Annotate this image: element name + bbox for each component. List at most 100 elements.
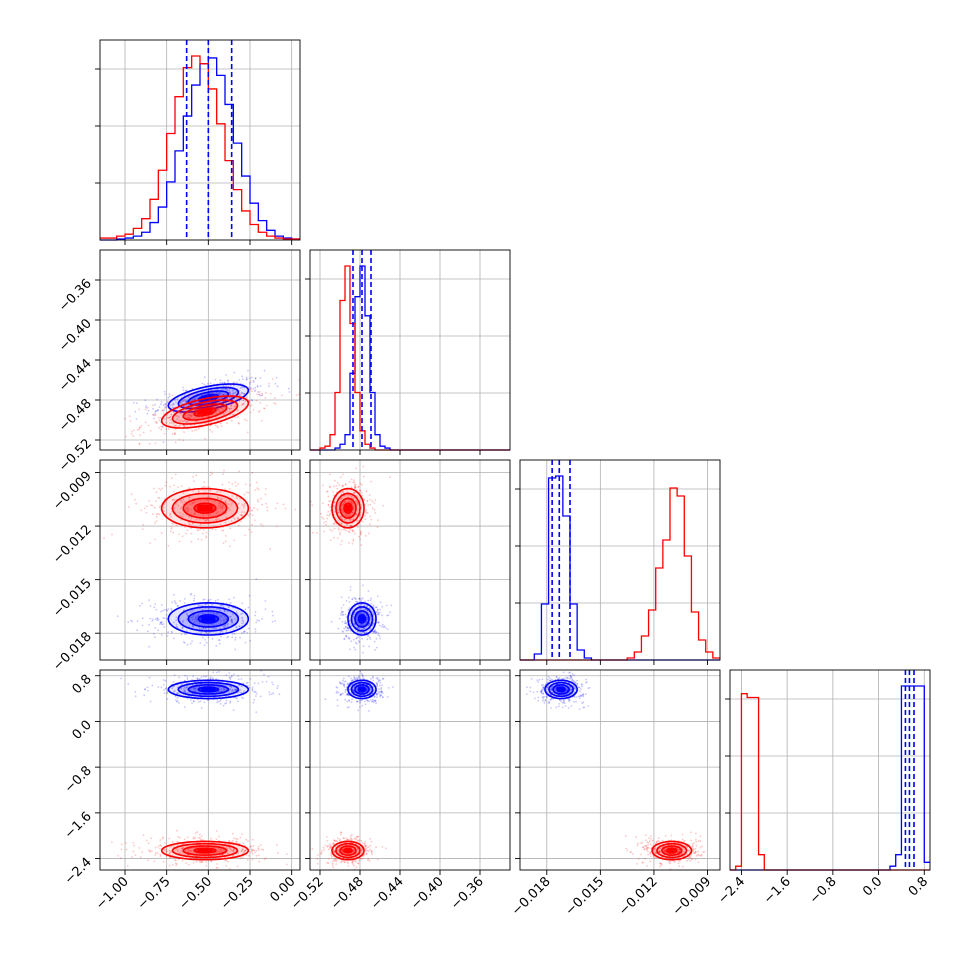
sample-point <box>357 636 360 639</box>
sample-point <box>687 858 690 861</box>
sample-point <box>195 474 198 477</box>
sample-point <box>348 838 350 841</box>
sample-point <box>188 417 191 419</box>
sample-point <box>211 431 213 433</box>
sample-point <box>126 865 129 867</box>
sample-point <box>374 512 377 514</box>
sample-point <box>366 618 369 621</box>
sample-point <box>222 413 225 416</box>
sample-point <box>317 854 319 856</box>
sample-point <box>366 511 369 514</box>
sample-point <box>351 698 353 701</box>
sample-point <box>370 618 373 621</box>
sample-point <box>364 518 367 521</box>
sample-point <box>236 873 238 875</box>
sample-point <box>185 414 187 417</box>
sample-point <box>328 514 331 517</box>
sample-point <box>209 474 212 477</box>
sample-point <box>159 847 161 850</box>
sample-point <box>207 600 210 603</box>
sample-point <box>569 688 572 691</box>
sample-point <box>348 515 351 517</box>
sample-point <box>231 620 234 623</box>
sample-point <box>274 403 277 405</box>
sample-point <box>202 675 205 677</box>
sample-point <box>344 513 346 516</box>
sample-point <box>141 851 143 854</box>
sample-point <box>363 632 366 634</box>
sample-point <box>209 489 212 492</box>
sample-point <box>367 857 370 860</box>
sample-point <box>375 694 378 696</box>
sample-point <box>549 688 552 691</box>
sample-point <box>252 849 255 851</box>
sample-point <box>198 621 201 624</box>
sample-point <box>135 502 138 505</box>
sample-point <box>245 838 248 841</box>
sample-point <box>171 601 174 604</box>
sample-point <box>219 642 221 645</box>
sample-point <box>223 606 225 608</box>
sample-point <box>253 507 255 509</box>
sample-point <box>144 688 146 691</box>
sample-point <box>367 634 370 637</box>
contour-line <box>552 684 570 695</box>
sample-point <box>348 480 351 483</box>
sample-point <box>156 852 159 855</box>
sample-point <box>349 586 352 588</box>
sample-point <box>327 844 329 847</box>
sample-point <box>376 685 378 688</box>
sample-point <box>355 637 358 640</box>
sample-point <box>219 382 222 384</box>
sample-point <box>191 387 194 390</box>
sample-point <box>356 700 358 703</box>
sample-point <box>228 840 231 842</box>
sample-point <box>154 420 157 423</box>
sample-point <box>369 638 372 640</box>
sample-point <box>335 691 338 694</box>
sample-point <box>185 532 187 535</box>
sample-point <box>332 849 335 852</box>
sample-point <box>175 420 178 422</box>
sample-point <box>154 854 157 856</box>
sample-point <box>342 503 345 506</box>
sample-point <box>536 679 539 681</box>
sample-point <box>582 695 585 698</box>
sample-point <box>228 868 231 870</box>
sample-point <box>253 698 256 701</box>
sample-point <box>247 627 250 630</box>
sample-point <box>370 850 373 853</box>
density-core <box>201 616 216 622</box>
sample-point <box>165 687 167 689</box>
sample-point <box>134 691 137 693</box>
sample-point <box>324 698 327 701</box>
sample-point <box>569 677 571 680</box>
sample-point <box>185 506 188 509</box>
sample-point <box>175 424 177 427</box>
sample-point <box>154 538 156 541</box>
sample-point <box>251 859 254 861</box>
sample-point <box>342 692 344 695</box>
sample-point <box>364 535 367 537</box>
sample-point <box>336 686 339 689</box>
sample-point <box>225 388 228 391</box>
sample-point <box>184 523 187 526</box>
sample-point <box>558 703 561 705</box>
sample-point <box>360 544 363 546</box>
sample-point <box>134 498 136 501</box>
sample-point <box>274 507 277 510</box>
sample-point <box>350 495 353 498</box>
sample-point <box>179 512 182 514</box>
sample-point <box>185 618 188 621</box>
panel-frame <box>309 669 511 871</box>
sample-point <box>168 864 171 867</box>
sample-point <box>227 860 229 863</box>
sample-point <box>219 619 222 622</box>
sample-point <box>381 692 384 694</box>
sample-point <box>265 488 267 490</box>
sample-point <box>354 598 357 601</box>
sample-point <box>569 675 572 678</box>
sample-point <box>349 528 351 531</box>
sample-point <box>241 375 244 378</box>
sample-point <box>338 519 340 522</box>
